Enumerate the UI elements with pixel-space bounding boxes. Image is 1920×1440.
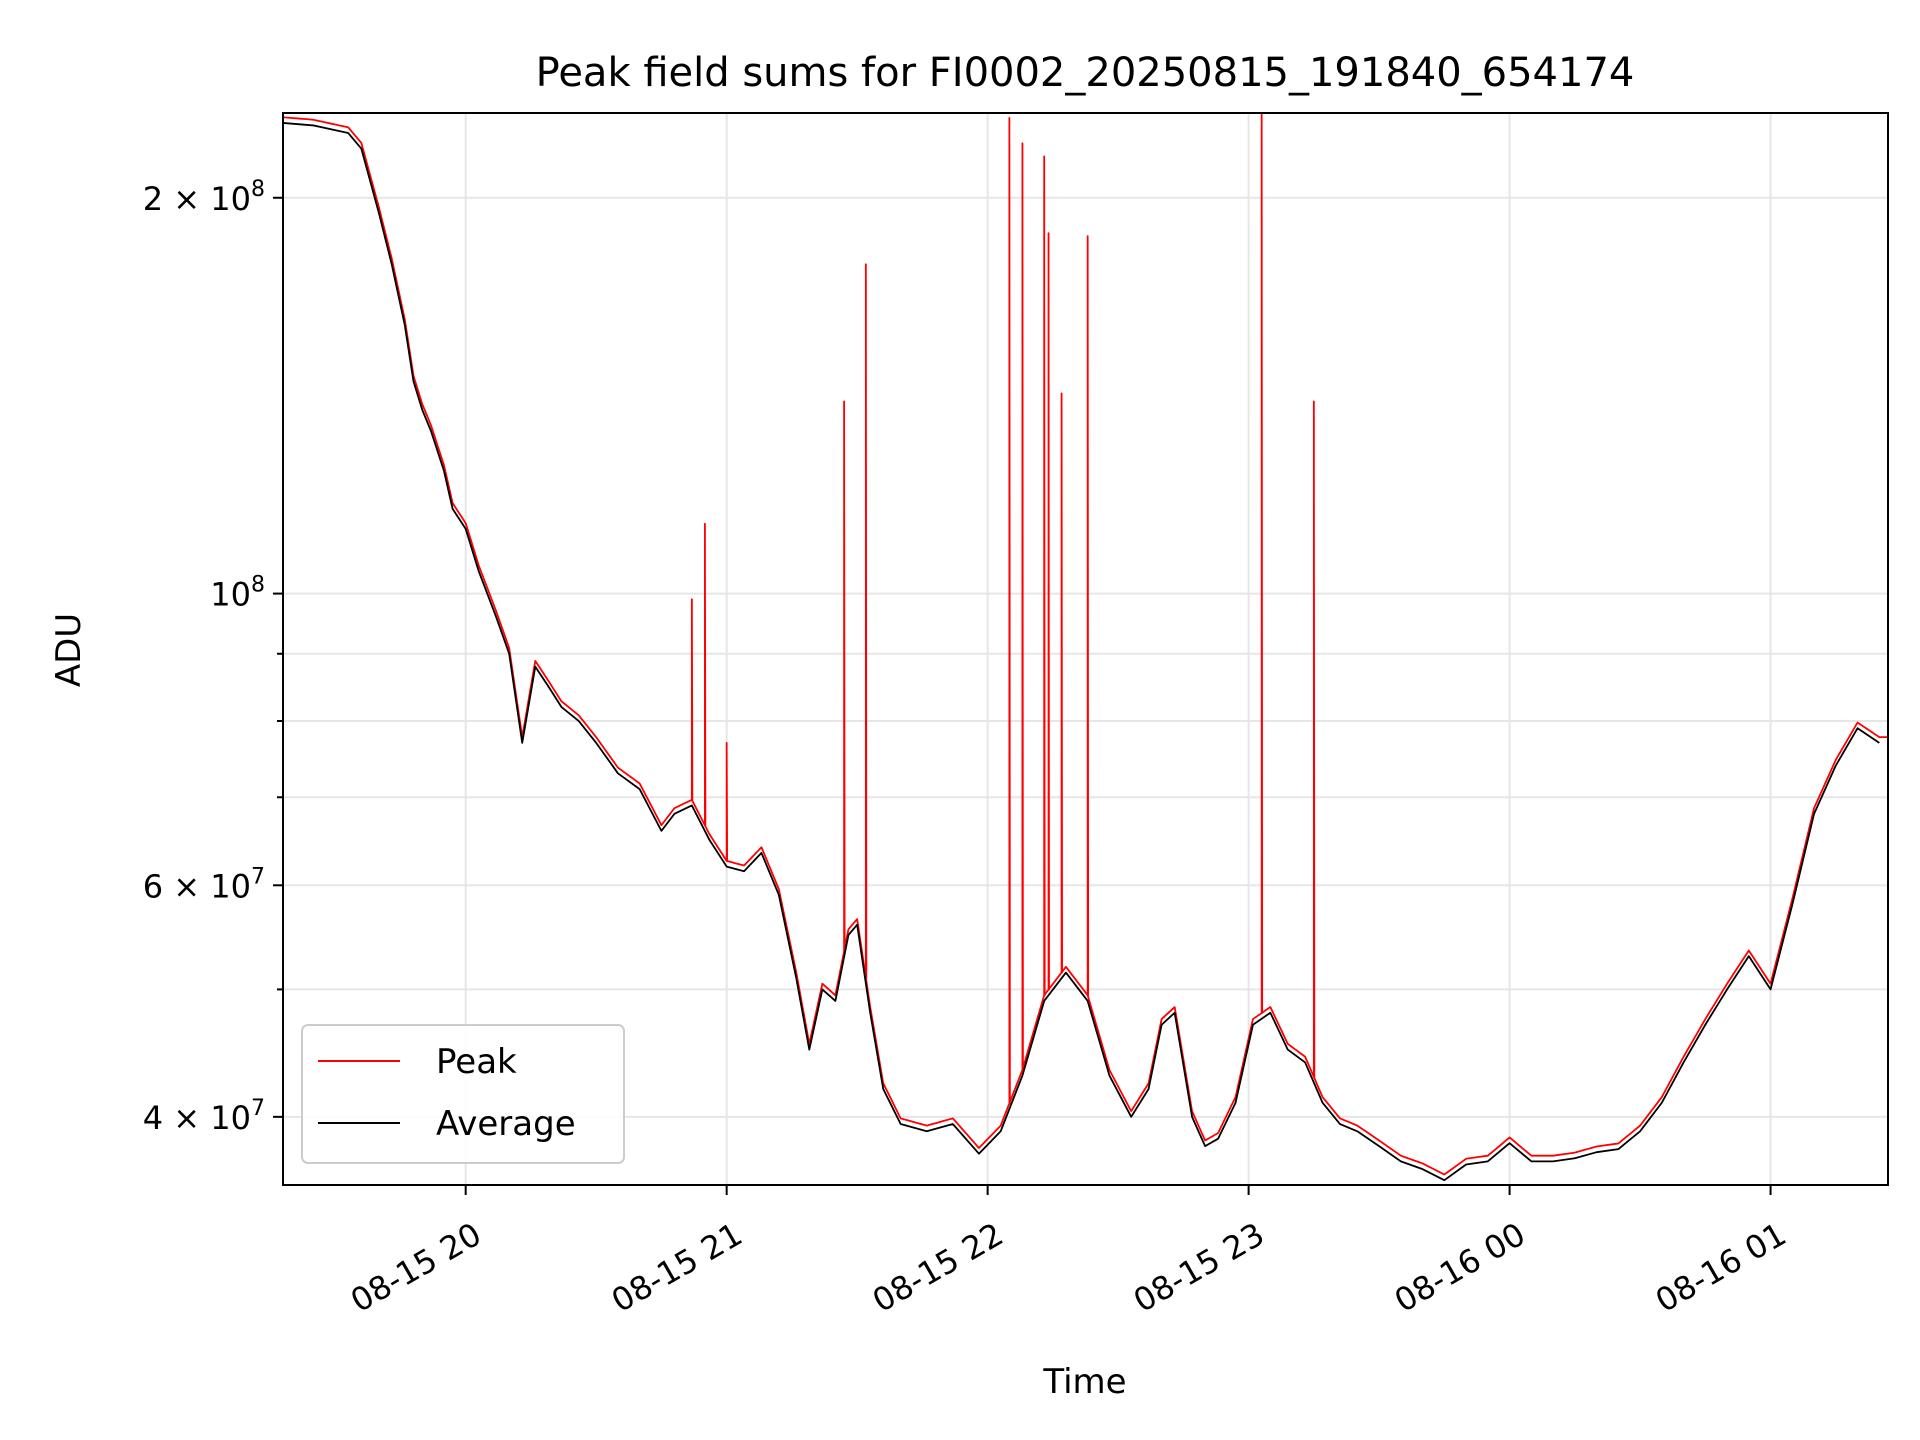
chart-title: Peak field sums for FI0002_20250815_1918… [536, 50, 1635, 96]
legend-average-label: Average [436, 1104, 576, 1144]
legend: Peak Average [301, 1024, 625, 1164]
y-tick-label-exponent: 7 [251, 864, 265, 889]
y-tick-label-exponent: 8 [251, 573, 265, 598]
average-series-line [282, 122, 1880, 1182]
y-tick-label-base: 2 × 10 [143, 180, 251, 218]
legend-box [301, 1024, 625, 1164]
x-axis-label: Time [1042, 1362, 1126, 1402]
y-tick-label: 4 × 107 [143, 1096, 265, 1137]
y-axis-label: ADU [49, 613, 89, 687]
y-tick-label-exponent: 7 [251, 1096, 265, 1121]
plot-frame [282, 112, 1889, 1186]
y-tick-label: 108 [210, 573, 265, 614]
legend-peak-label: Peak [436, 1042, 517, 1082]
y-tick-label-base: 10 [210, 576, 251, 614]
y-tick-label: 6 × 107 [143, 864, 265, 905]
y-tick-label-base: 4 × 10 [143, 1099, 251, 1137]
y-tick-label-base: 6 × 10 [143, 867, 251, 905]
y-tick-label: 2 × 108 [143, 177, 265, 218]
plot-series [282, 112, 1888, 1182]
peak-series-line [282, 112, 1888, 1176]
y-tick-label-exponent: 8 [251, 177, 265, 202]
